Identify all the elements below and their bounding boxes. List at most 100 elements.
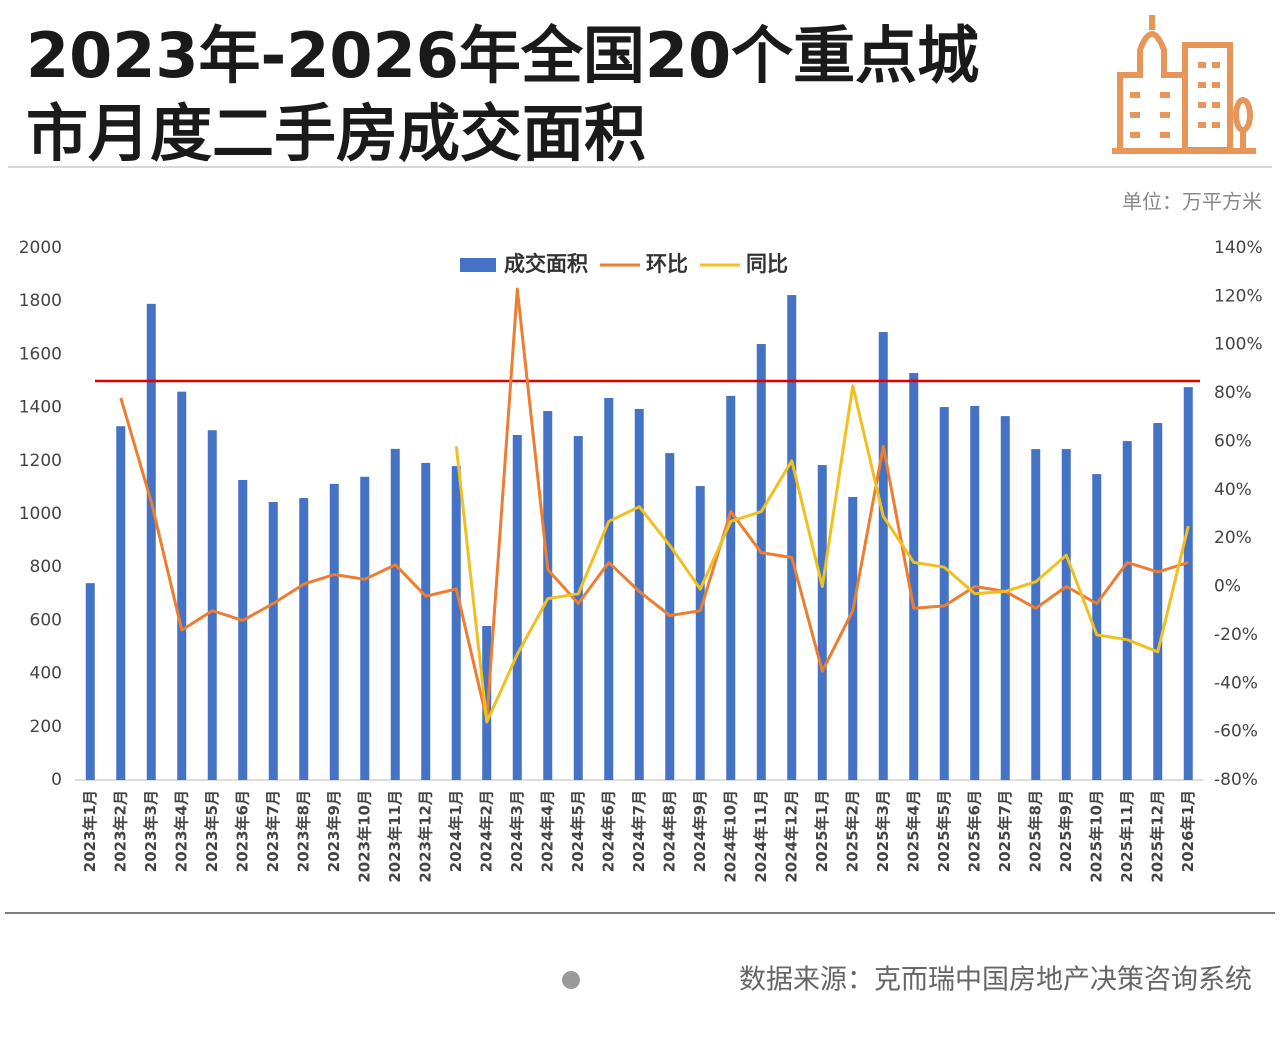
y2-tick-label: 20%	[1214, 528, 1252, 548]
legend-label: 成交面积	[504, 252, 588, 276]
bar	[329, 483, 339, 780]
x-tick-label: 2025年5月	[935, 790, 953, 872]
x-tick-label: 2025年2月	[843, 790, 861, 872]
bar	[146, 303, 156, 780]
building-icon	[1112, 15, 1256, 154]
bar	[726, 395, 736, 780]
legend-swatch	[460, 258, 496, 272]
x-tick-label: 2023年8月	[294, 790, 312, 872]
source-note: 数据来源：克而瑞中国房地产决策咨询系统	[739, 965, 1252, 996]
bar	[939, 407, 949, 780]
x-tick-label: 2025年8月	[1026, 790, 1044, 872]
bar	[85, 583, 95, 780]
y2-tick-label: 140%	[1214, 238, 1263, 258]
x-tick-label: 2023年9月	[325, 790, 343, 872]
x-tick-label: 2024年6月	[599, 790, 617, 872]
bar	[695, 486, 705, 780]
bar	[116, 426, 126, 780]
chart-title: 2023年-2026年全国20个重点城	[26, 19, 979, 92]
bar	[299, 498, 309, 780]
y-tick-label: 1200	[19, 451, 62, 471]
bar	[268, 502, 278, 780]
legend-label: 环比	[646, 252, 688, 276]
x-tick-label: 2023年1月	[81, 790, 99, 872]
x-tick-label: 2024年3月	[508, 790, 526, 872]
bar	[756, 344, 766, 780]
y-tick-label: 600	[30, 610, 62, 630]
x-tick-label: 2024年10月	[721, 790, 739, 883]
bar	[817, 465, 827, 780]
x-tick-label: 2023年5月	[203, 790, 221, 872]
bullet	[562, 971, 580, 989]
bar	[207, 430, 217, 780]
y2-tick-label: -60%	[1214, 722, 1258, 742]
bar	[1092, 474, 1102, 780]
y-tick-label: 1400	[19, 398, 62, 418]
x-tick-label: 2023年11月	[386, 790, 404, 883]
x-tick-label: 2023年6月	[233, 790, 251, 872]
y-tick-label: 400	[30, 664, 62, 684]
x-tick-label: 2025年9月	[1057, 790, 1075, 872]
unit-label: 单位：万平方米	[1122, 190, 1262, 214]
y-tick-label: 0	[51, 770, 62, 790]
x-tick-label: 2025年4月	[904, 790, 922, 872]
x-tick-label: 2025年12月	[1148, 790, 1166, 883]
x-tick-label: 2024年8月	[660, 790, 678, 872]
x-tick-label: 2025年7月	[996, 790, 1014, 872]
y-tick-label: 1600	[19, 344, 62, 364]
bar	[1031, 449, 1041, 780]
x-tick-label: 2023年12月	[416, 790, 434, 883]
bar	[1122, 441, 1132, 780]
x-tick-label: 2024年2月	[477, 790, 495, 872]
x-tick-label: 2023年4月	[172, 790, 190, 872]
x-tick-label: 2023年10月	[355, 790, 373, 883]
legend-label: 同比	[746, 252, 788, 276]
bar	[848, 496, 858, 780]
bar	[1183, 387, 1193, 780]
x-tick-label: 2024年1月	[447, 790, 465, 872]
y-tick-label: 1000	[19, 504, 62, 524]
x-tick-label: 2023年7月	[264, 790, 282, 872]
bar	[451, 466, 461, 780]
bar	[909, 373, 919, 780]
y2-tick-label: -20%	[1214, 625, 1258, 645]
y2-tick-label: 80%	[1214, 383, 1252, 403]
x-tick-label: 2024年5月	[569, 790, 587, 872]
bar	[390, 448, 400, 780]
line	[454, 384, 1190, 724]
x-tick-label: 2025年11月	[1118, 790, 1136, 883]
y2-tick-label: 120%	[1214, 286, 1263, 306]
bar	[1000, 416, 1010, 780]
y2-tick-label: 100%	[1214, 335, 1263, 355]
x-tick-label: 2025年1月	[813, 790, 831, 872]
y2-tick-label: 60%	[1214, 431, 1252, 451]
chart-title: 市月度二手房成交面积	[26, 97, 646, 170]
bar	[878, 332, 888, 780]
bar	[543, 411, 553, 780]
bar	[604, 398, 614, 780]
y-tick-label: 800	[30, 557, 62, 577]
y2-tick-label: 40%	[1214, 480, 1252, 500]
x-tick-label: 2025年10月	[1087, 790, 1105, 883]
y2-tick-label: -40%	[1214, 673, 1258, 693]
y-tick-label: 2000	[19, 238, 62, 258]
x-tick-label: 2025年3月	[874, 790, 892, 872]
x-tick-label: 2024年9月	[691, 790, 709, 872]
bar	[1061, 449, 1071, 780]
bar	[177, 391, 187, 780]
bar	[421, 462, 431, 780]
x-tick-label: 2024年12月	[782, 790, 800, 883]
x-tick-label: 2024年7月	[630, 790, 648, 872]
y-tick-label: 200	[30, 717, 62, 737]
y2-tick-label: -80%	[1214, 770, 1258, 790]
x-tick-label: 2023年3月	[142, 790, 160, 872]
y2-tick-label: 0%	[1214, 577, 1241, 597]
x-tick-label: 2023年2月	[111, 790, 129, 872]
x-tick-label: 2024年4月	[538, 790, 556, 872]
line	[119, 287, 1189, 721]
bar	[1153, 423, 1163, 780]
x-tick-label: 2025年6月	[965, 790, 983, 872]
x-tick-label: 2026年1月	[1179, 790, 1197, 872]
bar	[634, 408, 644, 780]
